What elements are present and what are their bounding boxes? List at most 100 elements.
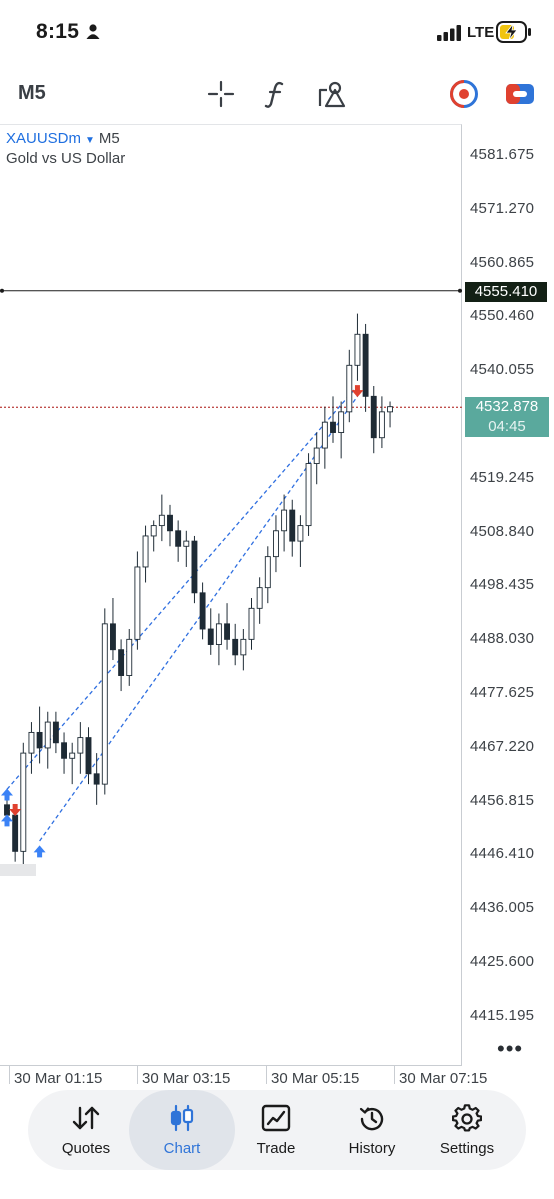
price-axis-label: 4456.815	[470, 791, 535, 809]
buy-arrow-icon	[1, 788, 13, 801]
time-axis-label: 30 Mar 05:15	[271, 1070, 360, 1087]
candle-bull	[321, 421, 328, 449]
candle-bear	[199, 592, 206, 630]
candle-bull	[215, 623, 222, 645]
time-axis-tick	[266, 1066, 267, 1084]
buy-arrow-icon	[1, 814, 13, 827]
bar-countdown: 04:45	[488, 418, 526, 435]
account-icon[interactable]	[504, 78, 536, 110]
price-axis-label: 4540.055	[470, 361, 535, 379]
bid-price: 4532.878	[475, 398, 539, 415]
history-clock-icon	[359, 1107, 384, 1131]
hline-anchor-right	[458, 288, 462, 293]
nav-history-label: History	[348, 1140, 396, 1157]
candle-bear	[207, 628, 214, 645]
sell-arrow-icon	[351, 385, 364, 398]
price-axis-label: 4560.865	[470, 253, 535, 271]
price-axis-label: 4436.005	[470, 899, 535, 917]
price-axis-label: 4498.435	[470, 576, 535, 594]
candle-bear	[52, 721, 59, 744]
candle-bull	[134, 566, 141, 640]
chart-toolbar: M5	[0, 66, 554, 122]
candle-bull	[378, 411, 385, 439]
candle-bull	[313, 447, 320, 465]
price-axis-label: 4488.030	[470, 630, 535, 648]
candle-bear	[85, 737, 92, 775]
price-axis-label: 4581.675	[470, 146, 535, 163]
nav-trade-label: Trade	[256, 1140, 296, 1157]
indicators-f-icon[interactable]	[260, 78, 292, 110]
settings-gear-icon	[452, 1104, 482, 1132]
nav-history[interactable]: History	[326, 1090, 418, 1170]
candle-bull	[150, 525, 157, 537]
candle-bull	[240, 638, 247, 656]
chart-candles-icon	[170, 1104, 194, 1132]
symbol-description: Gold vs US Dollar	[6, 150, 126, 167]
candle-bull	[338, 411, 345, 433]
candle-bull	[248, 607, 255, 640]
price-axis-label: 4519.245	[470, 468, 535, 486]
crosshair-icon[interactable]	[205, 78, 237, 110]
price-chart[interactable]	[0, 0, 554, 1090]
candle-bull	[28, 731, 35, 754]
nav-quotes[interactable]: Quotes	[40, 1090, 132, 1170]
candle-bull	[158, 514, 165, 527]
bottom-navigation: Quotes Chart Trade History	[28, 1090, 526, 1170]
symbol-dropdown-icon[interactable]: ▼	[85, 135, 95, 146]
time-axis-tick	[394, 1066, 395, 1084]
trendline-2	[39, 395, 358, 842]
candle-bull	[20, 752, 27, 852]
sell-arrow-icon	[9, 803, 22, 816]
candle-bull	[126, 638, 133, 676]
timeframe-button[interactable]: M5	[18, 82, 46, 104]
candle-bull	[264, 556, 271, 589]
more-options-icon[interactable]: •••	[497, 1036, 524, 1061]
objects-icon[interactable]	[316, 78, 348, 110]
candle-bull	[256, 587, 263, 609]
chart-area[interactable]	[0, 124, 462, 1066]
nav-settings-label: Settings	[439, 1140, 495, 1157]
period-separator-marker	[0, 864, 36, 876]
nav-chart[interactable]: Chart	[129, 1090, 235, 1170]
person-icon	[86, 24, 100, 39]
nav-quotes-label: Quotes	[61, 1140, 111, 1157]
candle-bull	[273, 530, 279, 558]
price-axis-label: 4467.220	[470, 737, 535, 755]
candle-bull	[281, 509, 288, 532]
candle-bull	[297, 525, 304, 542]
candle-bull	[346, 364, 353, 413]
nav-trade[interactable]: Trade	[230, 1090, 322, 1170]
chart-symbol-header[interactable]: XAUUSDm ▼ M5	[6, 130, 120, 147]
candle-bear	[370, 395, 377, 439]
candle-bear	[4, 804, 10, 816]
time-axis-tick	[9, 1066, 10, 1084]
price-axis-label: 4477.625	[470, 684, 535, 701]
candle-bull	[101, 623, 108, 785]
symbol-name[interactable]: XAUUSDm	[6, 130, 82, 147]
price-axis-label: 4571.270	[470, 199, 535, 217]
candle-bear	[330, 421, 336, 433]
candle-bull	[387, 406, 393, 413]
hline-anchor-left	[0, 288, 4, 293]
time-axis-label: 30 Mar 03:15	[142, 1070, 231, 1087]
buy-arrow-icon	[33, 845, 46, 858]
candle-bear	[109, 623, 116, 651]
candle-bear	[36, 731, 43, 749]
candle-bull	[354, 333, 361, 366]
nav-settings[interactable]: Settings	[421, 1090, 513, 1170]
nav-chart-label: Chart	[163, 1140, 201, 1157]
network-type: LTE	[467, 24, 495, 41]
candle-bull	[305, 463, 312, 527]
price-axis-label: 4446.410	[470, 845, 535, 863]
hline-price-label: 4555.410	[465, 282, 547, 302]
price-axis-label: 4415.195	[470, 1006, 535, 1024]
trendline-1	[6, 385, 358, 790]
candle-bear	[224, 623, 231, 640]
candle-bear	[167, 514, 173, 532]
one-click-trading-icon[interactable]	[448, 78, 480, 110]
candle-bull	[77, 737, 84, 754]
quotes-arrows-icon	[72, 1106, 100, 1130]
candle-bear	[93, 773, 100, 785]
price-axis-label: 4508.840	[470, 522, 535, 540]
signal-icon	[437, 25, 461, 41]
